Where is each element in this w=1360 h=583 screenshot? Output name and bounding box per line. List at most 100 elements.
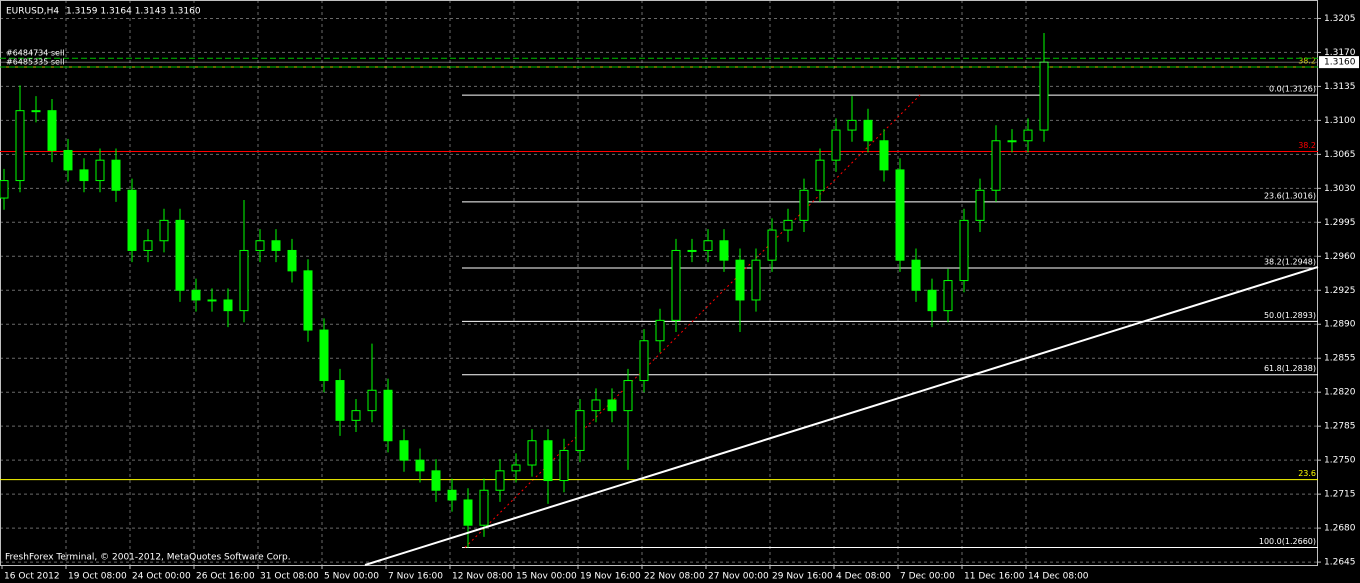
candle-body [303, 270, 313, 331]
candle-body [287, 249, 297, 272]
x-tick-label: 4 Dec 08:00 [836, 572, 891, 582]
candle-body [847, 119, 857, 131]
candle-body [511, 464, 521, 472]
candle-body [687, 249, 697, 252]
candle-body [655, 319, 665, 342]
candle-body [479, 489, 489, 526]
level-label: 38.2 [1298, 141, 1316, 150]
candle-body [271, 240, 281, 251]
fib-base [464, 94, 921, 548]
y-tick-label: 1.2750 [1324, 456, 1356, 466]
candle-body [47, 110, 57, 151]
candle-body [335, 380, 345, 421]
x-tick-label: 7 Nov 16:00 [388, 572, 443, 582]
candle-body [975, 189, 985, 221]
candle-body [751, 259, 761, 301]
candle-body [1023, 129, 1033, 142]
y-tick-label: 1.2890 [1324, 320, 1356, 330]
level-label: 38.2 [1298, 56, 1316, 65]
footer: FreshForex Terminal, © 2001-2012, MetaQu… [5, 553, 291, 563]
y-tick-label: 1.2855 [1324, 354, 1356, 364]
y-tick-label: 1.3205 [1324, 14, 1356, 24]
x-tick-label: 19 Nov 16:00 [580, 572, 641, 582]
candle-body [31, 110, 41, 113]
x-tick-label: 7 Dec 00:00 [900, 572, 955, 582]
fib-label: 38.2(1.2948) [1264, 257, 1316, 266]
x-tick-label: 27 Nov 00:00 [708, 572, 769, 582]
header-values: 1.3159 1.3164 1.3143 1.3160 [66, 7, 201, 17]
candle-body [15, 110, 25, 182]
candle-body [543, 440, 553, 482]
y-tick-label: 1.3170 [1324, 48, 1356, 58]
candle-body [831, 129, 841, 161]
fib-label: 50.0(1.2893) [1264, 311, 1316, 320]
candle-body [799, 189, 809, 221]
candle-body [575, 410, 585, 451]
y-tick-label: 1.2995 [1324, 218, 1356, 228]
candle-body [111, 159, 121, 191]
candle-body [943, 280, 953, 312]
candle-body [1007, 140, 1017, 143]
candle-body [783, 219, 793, 231]
y-tick-label: 1.3030 [1324, 184, 1356, 194]
x-tick-label: 5 Nov 00:00 [324, 572, 379, 582]
candle-body [79, 169, 89, 182]
trendline [364, 266, 1319, 566]
y-tick-label: 1.2960 [1324, 252, 1356, 262]
x-tick-label: 26 Oct 16:00 [196, 572, 255, 582]
candle-body [223, 299, 233, 312]
candle-body [159, 219, 169, 242]
candle-body [191, 289, 201, 301]
y-tick-label: 1.3135 [1324, 82, 1356, 92]
candle-body [815, 159, 825, 191]
x-tick-label: 14 Dec 08:00 [1028, 572, 1089, 582]
plot-frame [0, 0, 1318, 566]
candle-body [879, 140, 889, 171]
candle-body [767, 229, 777, 261]
candle-body [911, 259, 921, 291]
candle-body [607, 399, 617, 412]
x-tick-label: 15 Nov 00:00 [516, 572, 577, 582]
candle-body [527, 440, 537, 466]
candle-body [927, 289, 937, 312]
candle-body [143, 240, 153, 251]
chart-title: EURUSD,H4 [6, 7, 59, 17]
y-tick-label: 1.3065 [1324, 150, 1356, 160]
x-tick-label: 24 Oct 00:00 [132, 572, 191, 582]
candle-body [239, 249, 249, 312]
fib-label: 0.0(1.3126) [1269, 85, 1316, 94]
y-tick-label: 1.2680 [1324, 524, 1356, 534]
x-tick-label: 12 Nov 08:00 [452, 572, 513, 582]
candle-body [207, 299, 217, 302]
x-tick-label: 11 Dec 16:00 [964, 572, 1025, 582]
candle-body [1039, 61, 1049, 131]
candle-body [991, 140, 1001, 191]
candle-body [367, 389, 377, 412]
y-tick-label: 1.2645 [1324, 558, 1356, 568]
candle-body [735, 259, 745, 301]
candle-body [63, 149, 73, 171]
candle-body [591, 399, 601, 412]
candle-body [255, 240, 265, 251]
candle-body [0, 180, 9, 199]
x-tick-label: 22 Nov 08:00 [644, 572, 705, 582]
candle-body [319, 329, 329, 382]
fib-label: 23.6(1.3016) [1264, 191, 1316, 200]
candle-body [623, 380, 633, 412]
fib-label: 61.8(1.2838) [1264, 364, 1316, 373]
y-tick-label: 1.2715 [1324, 490, 1356, 500]
bid-label: 1.3160 [1324, 58, 1356, 68]
candle-body [895, 169, 905, 261]
y-tick-label: 1.3100 [1324, 116, 1356, 126]
fib-label: 100.0(1.2660) [1259, 537, 1316, 546]
candle-body [671, 249, 681, 321]
candle-body [703, 240, 713, 251]
candle-body [399, 440, 409, 461]
x-tick-label: 29 Nov 16:00 [772, 572, 833, 582]
y-tick-label: 1.2925 [1324, 286, 1356, 296]
x-tick-label: 31 Oct 08:00 [260, 572, 319, 582]
candle-body [495, 470, 505, 491]
candle-body [463, 499, 473, 526]
